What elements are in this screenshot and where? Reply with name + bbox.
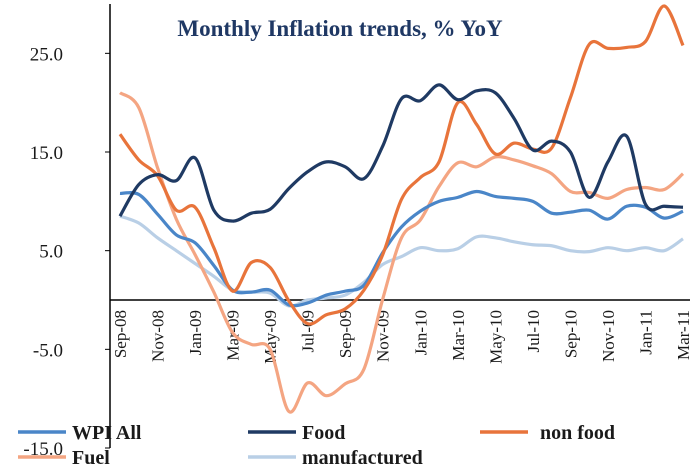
legend-label: manufactured xyxy=(302,447,423,469)
x-tick-label: Mar-11 xyxy=(674,310,692,360)
y-tick-label: -15.0 xyxy=(23,439,63,460)
line-series xyxy=(119,91,685,414)
line-series xyxy=(118,83,684,223)
x-tick-label: May-10 xyxy=(486,310,505,364)
y-tick-label: -5.0 xyxy=(33,340,63,361)
x-tick-label: Sep-10 xyxy=(561,310,580,358)
legend-label: non food xyxy=(540,422,615,444)
legend-label: Fuel xyxy=(72,447,110,469)
chart-title: Monthly Inflation trends, % YoY xyxy=(177,16,503,41)
x-tick-label: Nov-10 xyxy=(599,310,618,362)
line-series xyxy=(118,4,685,326)
x-tick-label: Nov-09 xyxy=(374,310,393,362)
x-tick-label: May-09 xyxy=(261,310,280,364)
x-tick-label: Mar-10 xyxy=(449,310,468,361)
y-tick-label: 25.0 xyxy=(30,44,63,65)
x-tick-label: Jan-09 xyxy=(186,310,205,355)
x-tick-label: Jan-11 xyxy=(636,310,655,355)
line-series xyxy=(119,189,684,308)
x-tick-label: Jul-10 xyxy=(524,310,543,353)
legend-label: WPI All xyxy=(72,422,142,444)
x-tick-label: Jan-10 xyxy=(411,310,430,355)
y-tick-label: 5.0 xyxy=(39,242,63,263)
x-tick-label: Nov-08 xyxy=(149,310,168,362)
line-series xyxy=(119,214,684,308)
x-tick-label: Sep-08 xyxy=(111,310,130,358)
x-tick-label: Sep-09 xyxy=(336,310,355,358)
y-tick-label: 15.0 xyxy=(30,143,63,164)
legend-label: Food xyxy=(302,422,345,444)
